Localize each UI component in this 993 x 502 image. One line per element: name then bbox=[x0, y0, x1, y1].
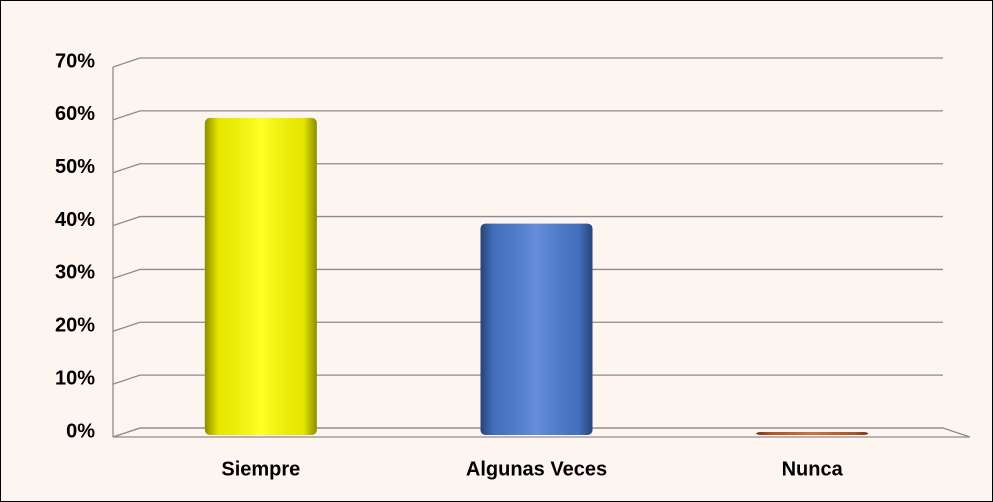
grid-line bbox=[112, 110, 943, 121]
grid-line bbox=[112, 268, 943, 280]
grid-line bbox=[112, 215, 943, 227]
y-tick-label: 0% bbox=[66, 420, 95, 442]
x-tick-label: Algunas Veces bbox=[466, 458, 607, 480]
y-tick-label: 10% bbox=[55, 367, 95, 389]
y-tick-label: 50% bbox=[55, 156, 95, 178]
x-tick-label: Nunca bbox=[782, 458, 844, 480]
grid-line bbox=[112, 163, 943, 174]
grid-line bbox=[112, 321, 943, 332]
bar-shade bbox=[756, 432, 869, 435]
grid-line bbox=[112, 57, 943, 68]
y-tick-label: 30% bbox=[55, 262, 95, 284]
grid-line bbox=[112, 427, 943, 438]
bar-shade bbox=[480, 223, 593, 435]
x-tick-label: Siempre bbox=[221, 458, 300, 480]
grid-line bbox=[112, 374, 943, 385]
y-tick-label: 20% bbox=[55, 315, 95, 337]
y-tick-label: 70% bbox=[55, 50, 95, 72]
y-tick-label: 60% bbox=[55, 103, 95, 125]
bar-shade bbox=[204, 117, 317, 435]
y-tick-label: 40% bbox=[55, 209, 95, 231]
